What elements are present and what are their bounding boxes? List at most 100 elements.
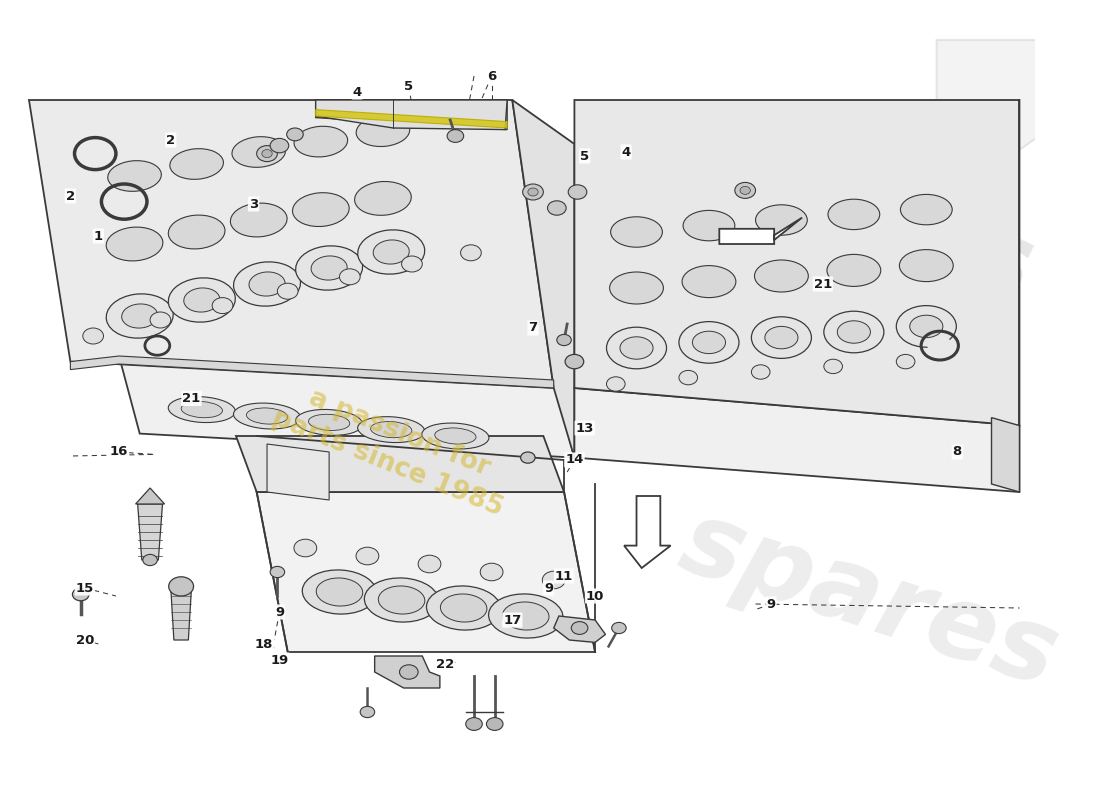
Ellipse shape bbox=[606, 327, 667, 369]
Circle shape bbox=[399, 665, 418, 679]
Circle shape bbox=[356, 547, 378, 565]
Polygon shape bbox=[256, 492, 595, 652]
Ellipse shape bbox=[182, 402, 222, 418]
Ellipse shape bbox=[122, 304, 157, 328]
Circle shape bbox=[256, 146, 277, 162]
Polygon shape bbox=[316, 100, 507, 130]
Text: a passion for
parts since 1985: a passion for parts since 1985 bbox=[268, 375, 519, 521]
Text: 22: 22 bbox=[436, 658, 454, 670]
Ellipse shape bbox=[168, 397, 235, 422]
Text: 5: 5 bbox=[580, 150, 590, 162]
Circle shape bbox=[735, 182, 756, 198]
Text: 1: 1 bbox=[94, 230, 103, 242]
Circle shape bbox=[461, 245, 482, 261]
Ellipse shape bbox=[824, 311, 884, 353]
Ellipse shape bbox=[358, 417, 425, 442]
Ellipse shape bbox=[356, 116, 409, 146]
Ellipse shape bbox=[169, 149, 223, 179]
Circle shape bbox=[548, 201, 566, 215]
Text: 4: 4 bbox=[352, 86, 362, 98]
Circle shape bbox=[927, 336, 953, 355]
Ellipse shape bbox=[354, 182, 411, 215]
Text: 2: 2 bbox=[166, 134, 175, 146]
Text: spares: spares bbox=[668, 491, 1070, 709]
Circle shape bbox=[271, 566, 285, 578]
Ellipse shape bbox=[184, 288, 220, 312]
Ellipse shape bbox=[751, 317, 812, 358]
Polygon shape bbox=[513, 100, 574, 458]
Ellipse shape bbox=[610, 217, 662, 247]
Text: 14: 14 bbox=[565, 454, 584, 466]
Ellipse shape bbox=[308, 414, 350, 430]
Ellipse shape bbox=[373, 240, 409, 264]
Ellipse shape bbox=[620, 337, 653, 359]
Polygon shape bbox=[624, 496, 671, 568]
Circle shape bbox=[481, 563, 503, 581]
Ellipse shape bbox=[230, 203, 287, 237]
Circle shape bbox=[150, 312, 170, 328]
Text: 21: 21 bbox=[183, 392, 200, 405]
Polygon shape bbox=[236, 436, 564, 492]
Ellipse shape bbox=[503, 602, 549, 630]
Circle shape bbox=[168, 577, 194, 596]
Ellipse shape bbox=[233, 403, 300, 429]
Ellipse shape bbox=[692, 331, 726, 354]
Ellipse shape bbox=[827, 254, 881, 286]
Text: 6: 6 bbox=[487, 70, 496, 82]
Polygon shape bbox=[937, 40, 1050, 168]
Ellipse shape bbox=[294, 126, 348, 157]
Circle shape bbox=[520, 452, 535, 463]
Circle shape bbox=[262, 150, 272, 158]
Ellipse shape bbox=[371, 422, 411, 438]
Ellipse shape bbox=[900, 250, 954, 282]
Ellipse shape bbox=[378, 586, 425, 614]
Polygon shape bbox=[267, 444, 329, 500]
Circle shape bbox=[340, 269, 360, 285]
Text: 4: 4 bbox=[621, 146, 630, 158]
Ellipse shape bbox=[107, 294, 173, 338]
Polygon shape bbox=[375, 656, 440, 688]
Circle shape bbox=[486, 718, 503, 730]
Circle shape bbox=[418, 555, 441, 573]
Circle shape bbox=[569, 185, 586, 199]
Ellipse shape bbox=[828, 199, 880, 230]
Ellipse shape bbox=[168, 215, 225, 249]
Circle shape bbox=[360, 706, 375, 718]
Circle shape bbox=[571, 622, 587, 634]
Ellipse shape bbox=[233, 262, 300, 306]
Ellipse shape bbox=[107, 227, 163, 261]
Ellipse shape bbox=[434, 428, 476, 444]
Text: 17: 17 bbox=[503, 614, 521, 626]
Ellipse shape bbox=[440, 594, 487, 622]
Polygon shape bbox=[316, 110, 507, 128]
Circle shape bbox=[143, 554, 157, 566]
Circle shape bbox=[528, 188, 538, 196]
Ellipse shape bbox=[427, 586, 500, 630]
Text: 5: 5 bbox=[405, 80, 414, 93]
Text: 18: 18 bbox=[255, 638, 273, 650]
Ellipse shape bbox=[168, 278, 235, 322]
Polygon shape bbox=[719, 218, 802, 244]
Circle shape bbox=[447, 130, 464, 142]
Ellipse shape bbox=[358, 230, 425, 274]
Circle shape bbox=[740, 186, 750, 194]
Circle shape bbox=[679, 370, 697, 385]
Polygon shape bbox=[29, 100, 553, 388]
Polygon shape bbox=[70, 356, 553, 388]
Text: 9: 9 bbox=[767, 598, 775, 610]
Polygon shape bbox=[316, 100, 507, 130]
Text: 16: 16 bbox=[110, 446, 129, 458]
Ellipse shape bbox=[246, 408, 288, 424]
Text: 9: 9 bbox=[544, 582, 553, 594]
Ellipse shape bbox=[679, 322, 739, 363]
Ellipse shape bbox=[609, 272, 663, 304]
Circle shape bbox=[606, 377, 625, 391]
Circle shape bbox=[294, 539, 317, 557]
Text: 10: 10 bbox=[586, 590, 604, 602]
Text: 9: 9 bbox=[275, 606, 284, 618]
Text: 2: 2 bbox=[66, 190, 75, 202]
Circle shape bbox=[557, 334, 571, 346]
Ellipse shape bbox=[901, 194, 953, 225]
Text: 20: 20 bbox=[76, 634, 95, 646]
Circle shape bbox=[824, 359, 843, 374]
